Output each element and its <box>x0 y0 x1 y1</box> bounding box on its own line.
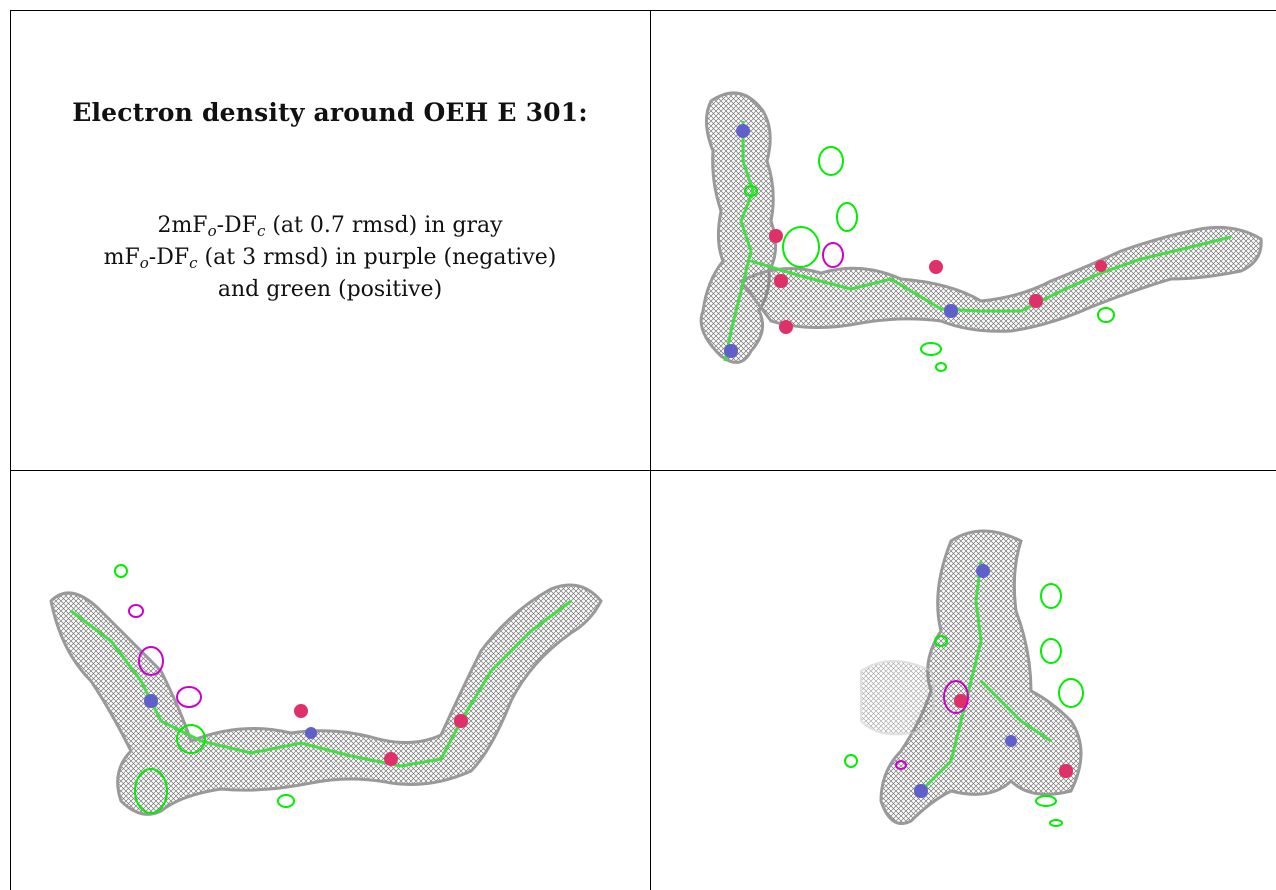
density-view-1 <box>651 11 1276 470</box>
ligand-density-map-icon <box>699 91 1263 372</box>
density-view-2 <box>11 471 650 890</box>
figure-description: 2mFo-DFc (at 0.7 rmsd) in gray mFo-DFc (… <box>10 210 650 306</box>
figure-grid: Electron density around OEH E 301: 2mFo-… <box>10 10 1276 890</box>
border-top <box>10 10 1276 11</box>
legend-line-2fofc: 2mFo-DFc (at 0.7 rmsd) in gray <box>157 213 503 240</box>
ligand-density-map-icon <box>49 564 603 816</box>
caption-cell: Electron density around OEH E 301: 2mFo-… <box>10 10 650 470</box>
ligand-density-map-icon <box>844 529 1084 827</box>
density-view-3 <box>651 471 1276 890</box>
border-middle-vertical <box>650 10 651 890</box>
border-left <box>10 10 11 890</box>
figure-title: Electron density around OEH E 301: <box>72 98 588 127</box>
legend-line-fofc: mFo-DFc (at 3 rmsd) in purple (negative) <box>103 245 557 272</box>
border-middle-horizontal <box>10 470 1276 471</box>
legend-line-colors: and green (positive) <box>217 277 443 302</box>
